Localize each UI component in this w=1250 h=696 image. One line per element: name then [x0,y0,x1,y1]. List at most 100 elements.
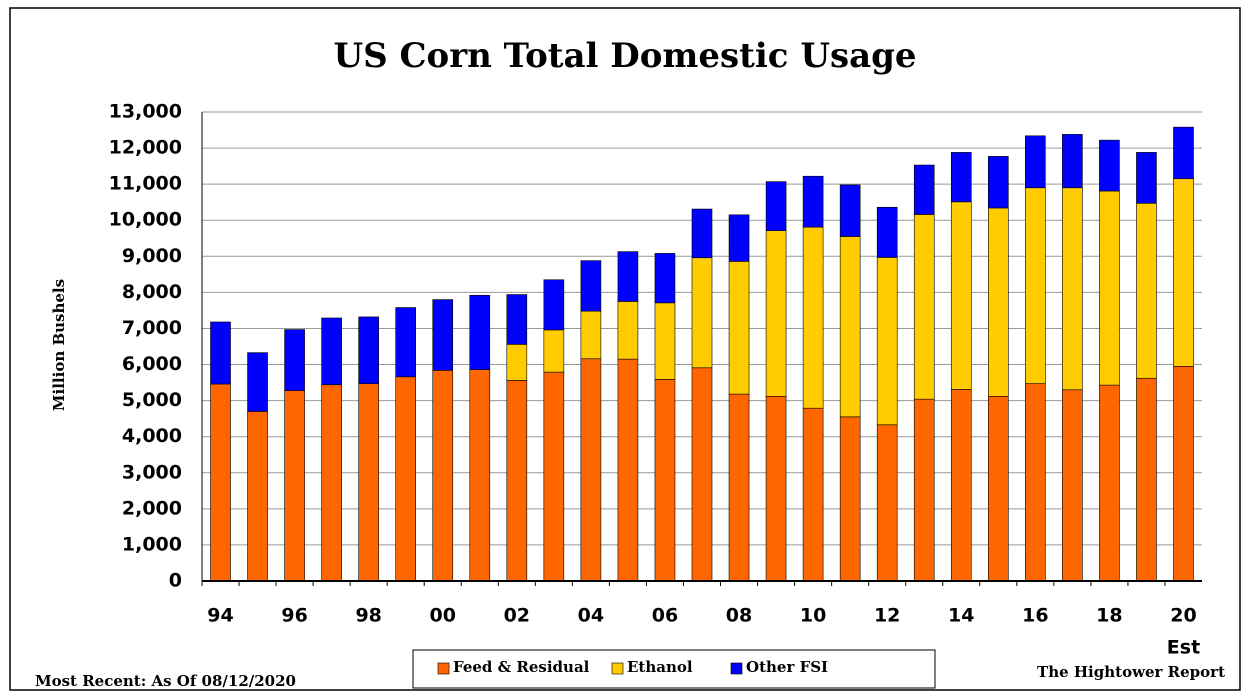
bar-segment [284,390,305,582]
x-tick-label: 08 [726,605,752,627]
bar-segment [802,407,824,582]
bar-segment [1025,135,1046,189]
bar-segment [987,207,1009,397]
bar-segment [654,302,676,380]
bar-segment [839,236,861,418]
bar-segment [839,416,861,582]
bar-segment [247,352,268,412]
y-tick-label: 10,000 [109,209,182,231]
y-tick-label: 4,000 [122,425,182,447]
bar-segment [1099,190,1120,386]
x-tick-label: 96 [281,605,307,627]
bar-segment [1173,366,1194,582]
bar-segment [1099,384,1120,582]
bar-segment [617,251,639,302]
bar-segment [321,384,342,582]
bar-segment [913,164,935,215]
bar-segment [284,329,305,391]
chart-title: US Corn Total Domestic Usage [333,36,916,76]
bar-segment [1025,383,1046,582]
bar-segment [506,344,528,381]
bar-segment [1136,152,1157,204]
bar-segment [580,310,602,360]
bar-segment [395,376,417,582]
bar-segment [802,226,824,409]
bar-segment [432,299,454,371]
bar-segment [395,307,417,378]
bar-segment [1136,377,1157,582]
legend-swatch [611,662,624,675]
bar-segment [987,395,1009,582]
bar-segment [1173,126,1194,180]
bar-segment [765,181,787,231]
bar-segment [1062,389,1083,582]
bar-segment [691,367,713,582]
bar-segment [802,175,824,228]
bar-segment [913,398,935,582]
bar-segment [950,201,972,390]
bar-segment [580,260,602,312]
bar-segment [950,389,972,582]
bar-segment [1062,134,1083,189]
bar-segment [432,370,454,582]
bar-segment [469,369,491,582]
legend-swatch [437,662,450,675]
bar-segment [987,156,1009,209]
bar-segment [950,152,972,203]
bar-segment [876,424,898,582]
bar-segment [728,261,750,395]
bar-segment [321,317,342,386]
x-tick-label: 02 [504,605,530,627]
legend-swatch [730,662,743,675]
bar-segment [1136,202,1157,379]
bar-segment [543,371,565,582]
y-tick-label: 1,000 [122,533,182,555]
y-tick-label: 2,000 [122,497,182,519]
x-tick-label: 10 [800,605,826,627]
bar-segment [839,184,861,237]
y-tick-label: 13,000 [109,101,182,123]
bar-segment [358,316,379,384]
x-tick-label: 20 [1170,605,1196,627]
bar-segment [913,214,935,400]
x-tick-label: 00 [430,605,456,627]
bar-segment [543,279,565,331]
bar-segment [210,383,231,582]
bar-segment [728,393,750,582]
y-tick-label: 8,000 [122,281,182,303]
bar-segment [1173,178,1194,367]
x-tick-label: 14 [948,605,974,627]
x-tick-label: 18 [1096,605,1122,627]
x-tick-label: 94 [207,605,233,627]
bar-segment [617,301,639,360]
bar-segment [691,257,713,369]
bar-segment [358,383,379,582]
category-note: Est [1167,637,1200,659]
bar-segment [876,206,898,258]
bar-segment [1025,187,1046,384]
bar-segment [765,395,787,582]
bar-segment [691,208,713,259]
y-tick-label: 7,000 [122,317,182,339]
source-note: The Hightower Report [1037,663,1225,681]
x-tick-label: 06 [652,605,678,627]
x-tick-label: 04 [578,605,604,627]
legend-box [412,649,936,689]
bar-segment [580,358,602,582]
x-tick-label: 98 [355,605,381,627]
bar-segment [654,253,676,304]
y-tick-label: 11,000 [109,173,182,195]
bar-segment [876,257,898,426]
bar-segment [617,358,639,582]
bar-segment [469,294,491,370]
bar-segment [765,230,787,397]
y-tick-label: 9,000 [122,245,182,267]
bar-segment [1099,139,1120,192]
bar-segment [728,214,750,262]
bar-segment [654,379,676,582]
y-tick-label: 0 [169,570,182,592]
x-tick-label: 16 [1022,605,1048,627]
legend-label: Feed & Residual [453,658,590,676]
legend-label: Ethanol [627,658,693,676]
